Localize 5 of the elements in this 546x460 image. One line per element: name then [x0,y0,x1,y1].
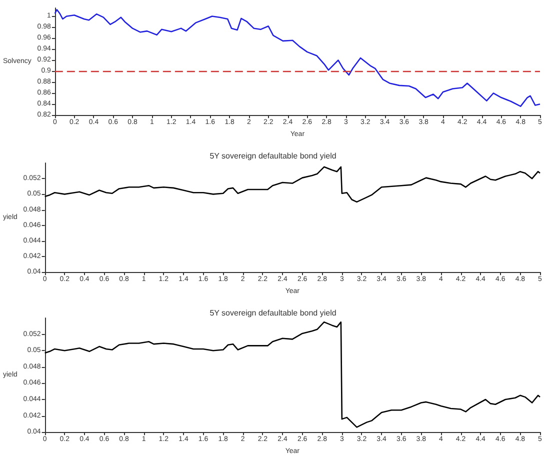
line-series [44,166,541,203]
chart-title: 5Y sovereign defaultable bond yield [210,308,336,318]
chart-title: 5Y sovereign defaultable bond yield [210,152,336,160]
line-series [54,9,541,107]
line-series [44,321,541,428]
